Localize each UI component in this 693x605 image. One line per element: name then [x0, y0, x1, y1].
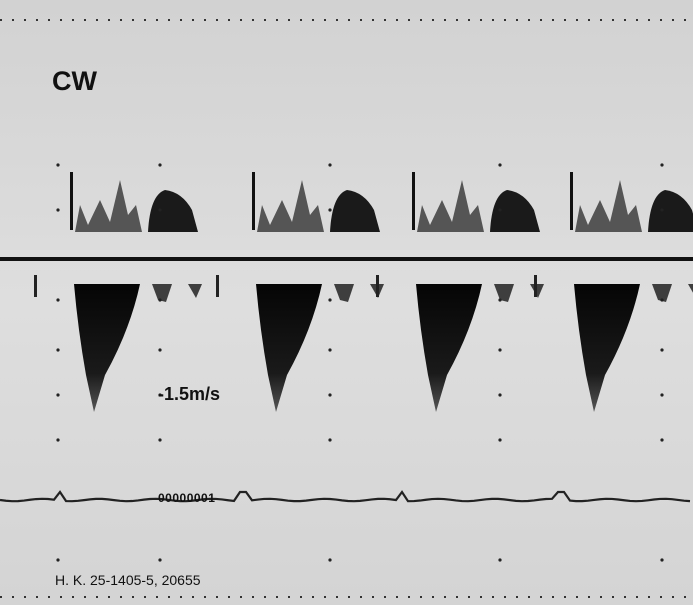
scale-dot: [158, 393, 162, 397]
velocity-label: -1.5m/s: [158, 384, 220, 404]
ecg-trace: [0, 490, 691, 503]
forward-flow: [490, 190, 540, 232]
mode-label: CW: [52, 66, 97, 96]
spike: [216, 275, 219, 297]
scale-dot: [660, 348, 664, 352]
scale-dot: [498, 163, 502, 167]
reverse-small: [652, 284, 693, 302]
scale-dot: [498, 208, 502, 212]
counter: 00000001: [158, 491, 215, 505]
scale-dot: [660, 558, 664, 562]
scale-dot: [56, 298, 60, 302]
scale-dot: [328, 393, 332, 397]
scale-dot: [498, 298, 502, 302]
spike: [412, 172, 415, 230]
doppler-cycles: [34, 172, 693, 412]
scale-dot: [158, 163, 162, 167]
reverse-small: [152, 284, 202, 302]
spike: [34, 275, 37, 297]
reverse-jet: [574, 284, 640, 412]
forward-noise: [75, 180, 142, 232]
scale-dot: [498, 438, 502, 442]
scale-dot: [158, 438, 162, 442]
scale-dot: [328, 208, 332, 212]
scale-dot: [328, 558, 332, 562]
spike: [534, 275, 537, 297]
spike: [376, 275, 379, 297]
scale-dot: [158, 348, 162, 352]
patient-id: H. K. 25-1405-5, 20655: [55, 572, 201, 588]
scale-dot: [328, 298, 332, 302]
scale-dots: [56, 163, 664, 562]
scale-dot: [660, 163, 664, 167]
scale-dot: [56, 208, 60, 212]
scale-dot: [158, 298, 162, 302]
scale-dot: [56, 393, 60, 397]
scale-dot: [660, 438, 664, 442]
reverse-jet: [256, 284, 322, 412]
scale-dot: [328, 438, 332, 442]
scale-dot: [660, 208, 664, 212]
scale-dot: [498, 348, 502, 352]
scale-dot: [660, 393, 664, 397]
reverse-jet: [74, 284, 140, 412]
forward-flow: [648, 190, 693, 232]
reverse-small: [334, 284, 384, 302]
scale-dot: [158, 558, 162, 562]
spike: [252, 172, 255, 230]
scale-dot: [328, 163, 332, 167]
spike: [570, 172, 573, 230]
forward-noise: [257, 180, 324, 232]
reverse-jet: [416, 284, 482, 412]
scale-dot: [56, 438, 60, 442]
scale-dot: [660, 298, 664, 302]
reverse-small: [494, 284, 544, 302]
scale-dot: [498, 558, 502, 562]
scale-dot: [328, 348, 332, 352]
scale-dot: [56, 348, 60, 352]
spike: [70, 172, 73, 230]
baseline: [0, 257, 693, 261]
scale-dot: [56, 558, 60, 562]
forward-flow: [148, 190, 198, 232]
scale-dot: [158, 208, 162, 212]
forward-flow: [330, 190, 380, 232]
forward-noise: [575, 180, 642, 232]
scale-dot: [498, 393, 502, 397]
scale-dot: [56, 163, 60, 167]
forward-noise: [417, 180, 484, 232]
